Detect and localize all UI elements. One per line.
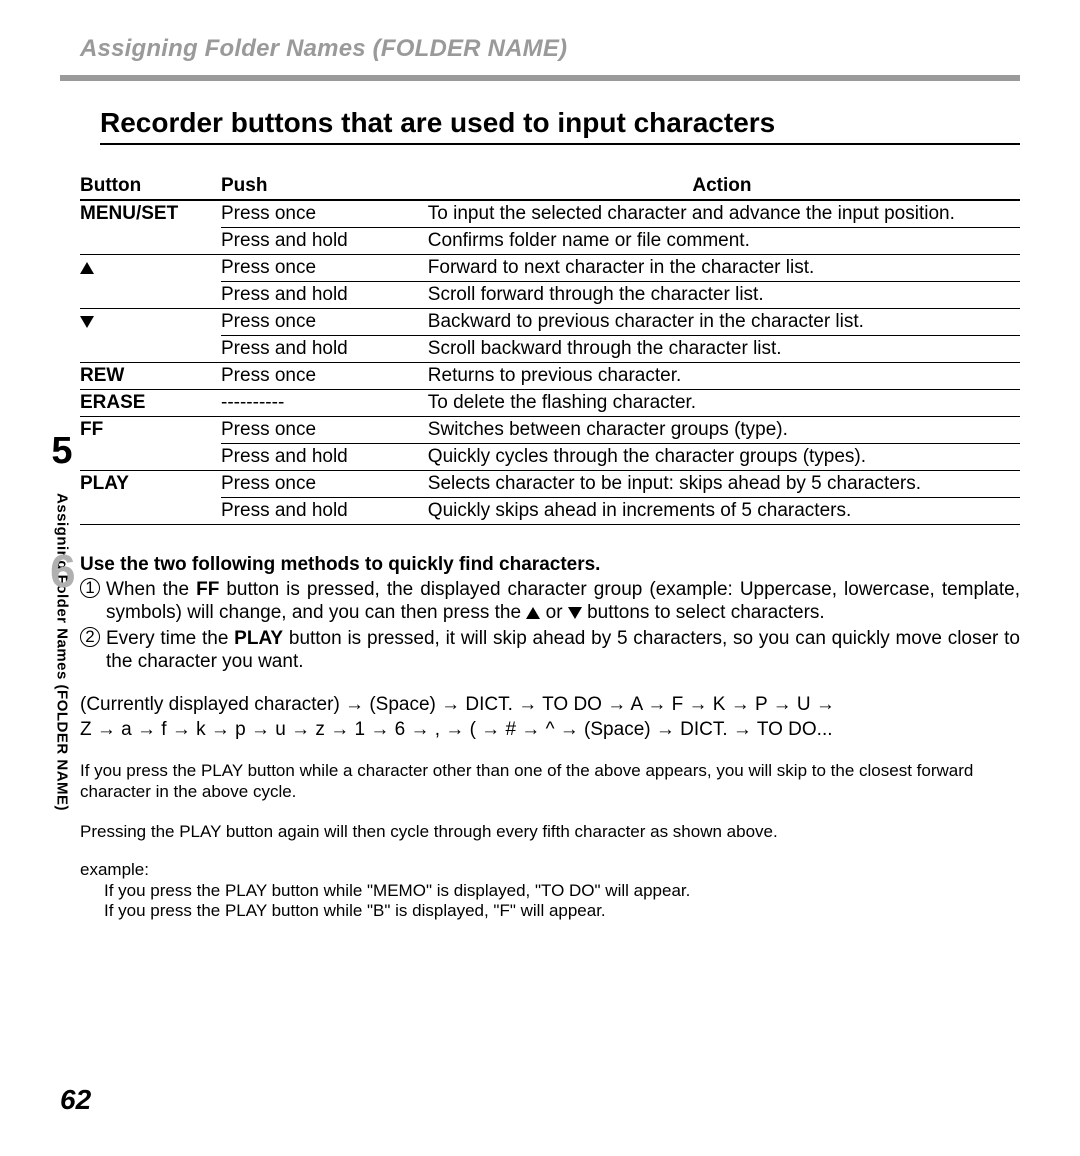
cell-push: Press and hold <box>221 282 428 309</box>
table-row: ERASE----------To delete the flashing ch… <box>80 390 1020 417</box>
or-label: or <box>540 602 567 623</box>
cell-push: Press and hold <box>221 498 428 525</box>
step-sub-item-1: 1 When the FF button is pressed, the dis… <box>80 578 1020 624</box>
triangle-down-icon <box>80 316 94 328</box>
table-row: PLAYPress onceSelects character to be in… <box>80 471 1020 498</box>
triangle-up-icon <box>526 607 540 619</box>
cell-button <box>80 282 221 309</box>
chapter-number: 5 <box>51 430 72 473</box>
sub-text-2: Every time the PLAY button is pressed, i… <box>106 627 1020 673</box>
triangle-down-icon <box>568 607 582 619</box>
cell-push: Press once <box>221 200 428 228</box>
sidebar: 5 Assigning Folder Names (FOLDER NAME) <box>42 430 82 811</box>
cell-button <box>80 309 221 336</box>
col-push: Push <box>221 173 428 200</box>
cell-action: Forward to next character in the charact… <box>428 255 1020 282</box>
cell-button: MENU/SET <box>80 200 221 228</box>
col-button: Button <box>80 173 221 200</box>
table-row: Press and holdScroll backward through th… <box>80 336 1020 363</box>
cell-push: Press once <box>221 363 428 390</box>
table-row: REWPress onceReturns to previous charact… <box>80 363 1020 390</box>
table-row: Press and holdQuickly skips ahead in inc… <box>80 498 1020 525</box>
step-sub-item-2: 2 Every time the PLAY button is pressed,… <box>80 627 1020 673</box>
cell-push: Press once <box>221 471 428 498</box>
example-line-1: If you press the PLAY button while "MEMO… <box>104 881 1020 902</box>
page-title: Recorder buttons that are used to input … <box>100 107 1020 145</box>
cell-action: To delete the flashing character. <box>428 390 1020 417</box>
cell-button <box>80 228 221 255</box>
cell-action: Quickly cycles through the character gro… <box>428 444 1020 471</box>
breadcrumb: Assigning Folder Names (FOLDER NAME) <box>80 35 1020 63</box>
header-rule <box>60 75 1020 81</box>
example-label: example: <box>80 860 1020 881</box>
circled-2-icon: 2 <box>80 627 100 647</box>
page-number: 62 <box>60 1084 91 1116</box>
cell-action: Switches between character groups (type)… <box>428 417 1020 444</box>
cell-action: Quickly skips ahead in increments of 5 c… <box>428 498 1020 525</box>
table-row: Press onceBackward to previous character… <box>80 309 1020 336</box>
cell-action: Selects character to be input: skips ahe… <box>428 471 1020 498</box>
table-row: Press and holdConfirms folder name or fi… <box>80 228 1020 255</box>
table-row: MENU/SETPress onceTo input the selected … <box>80 200 1020 228</box>
cell-button: PLAY <box>80 471 221 498</box>
step-number: 6 <box>50 543 76 599</box>
step-6-block: 6 Use the two following methods to quick… <box>80 553 1020 922</box>
sub-text-1: When the FF button is pressed, the displ… <box>106 578 1020 624</box>
example-block: example: If you press the PLAY button wh… <box>80 860 1020 922</box>
cell-button <box>80 336 221 363</box>
t: When the <box>106 579 196 600</box>
ff-label: FF <box>196 579 219 600</box>
cell-push: Press once <box>221 255 428 282</box>
col-action: Action <box>428 173 1020 200</box>
cell-push: Press and hold <box>221 336 428 363</box>
button-action-table: Button Push Action MENU/SETPress onceTo … <box>80 173 1020 525</box>
cell-button: REW <box>80 363 221 390</box>
play-label: PLAY <box>234 628 283 649</box>
cell-action: Returns to previous character. <box>428 363 1020 390</box>
cell-action: Scroll forward through the character lis… <box>428 282 1020 309</box>
sidebar-vertical-label: Assigning Folder Names (FOLDER NAME) <box>54 493 71 811</box>
character-sequence: (Currently displayed character) → (Space… <box>80 693 1020 742</box>
note-1: If you press the PLAY button while a cha… <box>80 760 1020 803</box>
table-row: FFPress onceSwitches between character g… <box>80 417 1020 444</box>
cell-button <box>80 444 221 471</box>
note-2: Pressing the PLAY button again will then… <box>80 821 1020 842</box>
cell-button <box>80 498 221 525</box>
manual-page: Assigning Folder Names (FOLDER NAME) 5 A… <box>0 0 1080 1156</box>
cell-action: Scroll backward through the character li… <box>428 336 1020 363</box>
t: Every time the <box>106 628 234 649</box>
cell-button: FF <box>80 417 221 444</box>
table-row: Press and holdScroll forward through the… <box>80 282 1020 309</box>
triangle-up-icon <box>80 262 94 274</box>
cell-push: Press once <box>221 417 428 444</box>
cell-button <box>80 255 221 282</box>
cell-action: Confirms folder name or file comment. <box>428 228 1020 255</box>
cell-button: ERASE <box>80 390 221 417</box>
table-row: Press and holdQuickly cycles through the… <box>80 444 1020 471</box>
cell-push: ---------- <box>221 390 428 417</box>
step-title: Use the two following methods to quickly… <box>80 553 1020 576</box>
example-line-2: If you press the PLAY button while "B" i… <box>104 901 1020 922</box>
cell-action: Backward to previous character in the ch… <box>428 309 1020 336</box>
cell-push: Press and hold <box>221 228 428 255</box>
t: buttons to select characters. <box>582 602 825 623</box>
table-row: Press onceForward to next character in t… <box>80 255 1020 282</box>
circled-1-icon: 1 <box>80 578 100 598</box>
table-header-row: Button Push Action <box>80 173 1020 200</box>
cell-push: Press once <box>221 309 428 336</box>
cell-push: Press and hold <box>221 444 428 471</box>
content-area: Recorder buttons that are used to input … <box>80 107 1020 922</box>
cell-action: To input the selected character and adva… <box>428 200 1020 228</box>
